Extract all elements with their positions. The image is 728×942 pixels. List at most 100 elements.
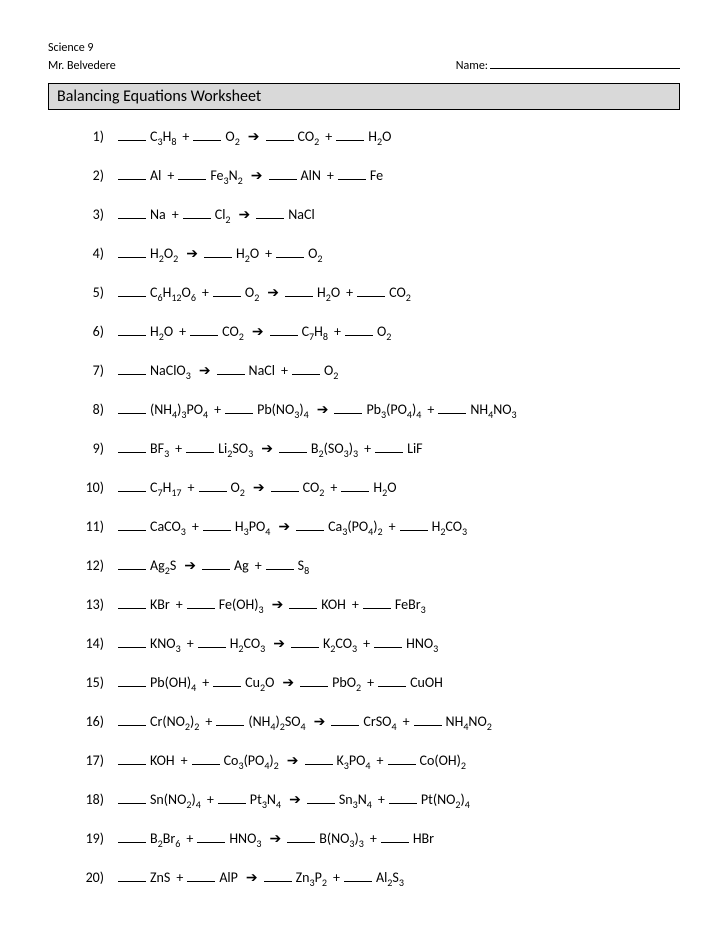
coefficient-blank[interactable]	[388, 753, 416, 765]
plus-operator: +	[346, 284, 353, 301]
coefficient-blank[interactable]	[198, 636, 226, 648]
problem-row: 10)C7H17+ O2➔CO2+ H2O	[84, 479, 680, 496]
equation: Ag2S➔Ag+ S8	[118, 557, 315, 574]
coefficient-blank[interactable]	[381, 831, 409, 843]
coefficient-blank[interactable]	[197, 831, 225, 843]
coefficient-blank[interactable]	[374, 636, 402, 648]
chemical-term: C3H8	[150, 128, 176, 145]
name-label: Name:	[456, 59, 488, 73]
problem-number: 4)	[84, 245, 118, 262]
plus-operator: +	[352, 596, 359, 613]
name-field: Name:	[456, 57, 680, 73]
coefficient-blank[interactable]	[331, 714, 359, 726]
chemical-term: K2CO3	[323, 635, 357, 652]
problem-row: 19)B2Br6+ HNO3➔B(NO3)3+ HBr	[84, 830, 680, 847]
coefficient-blank[interactable]	[118, 597, 146, 609]
chemical-term: CaCO3	[150, 518, 186, 535]
coefficient-blank[interactable]	[118, 402, 146, 414]
problem-number: 10)	[84, 479, 118, 496]
chemical-term: CO2	[298, 128, 320, 145]
coefficient-blank[interactable]	[187, 597, 215, 609]
coefficient-blank[interactable]	[264, 870, 292, 882]
coefficient-blank[interactable]	[118, 480, 146, 492]
coefficient-blank[interactable]	[336, 129, 364, 141]
coefficient-blank[interactable]	[118, 285, 146, 297]
coefficient-blank[interactable]	[305, 753, 333, 765]
coefficient-blank[interactable]	[266, 129, 294, 141]
coefficient-blank[interactable]	[118, 168, 146, 180]
coefficient-blank[interactable]	[344, 870, 372, 882]
coefficient-blank[interactable]	[266, 558, 294, 570]
coefficient-blank[interactable]	[291, 636, 319, 648]
coefficient-blank[interactable]	[118, 324, 146, 336]
coefficient-blank[interactable]	[218, 792, 246, 804]
coefficient-blank[interactable]	[118, 129, 146, 141]
coefficient-blank[interactable]	[118, 831, 146, 843]
arrow-icon: ➔	[246, 869, 258, 886]
chemical-term: HBr	[413, 830, 434, 847]
plus-operator: +	[281, 362, 288, 379]
coefficient-blank[interactable]	[363, 597, 391, 609]
coefficient-blank[interactable]	[296, 519, 324, 531]
coefficient-blank[interactable]	[225, 402, 253, 414]
coefficient-blank[interactable]	[213, 285, 241, 297]
problem-number: 9)	[84, 440, 118, 457]
coefficient-blank[interactable]	[289, 597, 317, 609]
coefficient-blank[interactable]	[292, 363, 320, 375]
coefficient-blank[interactable]	[269, 168, 297, 180]
coefficient-blank[interactable]	[334, 402, 362, 414]
coefficient-blank[interactable]	[217, 363, 245, 375]
problem-row: 3)Na+ Cl2➔NaCl	[84, 206, 680, 223]
coefficient-blank[interactable]	[186, 441, 214, 453]
coefficient-blank[interactable]	[400, 519, 428, 531]
coefficient-blank[interactable]	[118, 753, 146, 765]
coefficient-blank[interactable]	[357, 285, 385, 297]
coefficient-blank[interactable]	[414, 714, 442, 726]
coefficient-blank[interactable]	[345, 324, 373, 336]
coefficient-blank[interactable]	[190, 324, 218, 336]
coefficient-blank[interactable]	[378, 675, 406, 687]
coefficient-blank[interactable]	[341, 480, 369, 492]
coefficient-blank[interactable]	[118, 207, 146, 219]
chemical-term: ZnS	[150, 869, 170, 886]
coefficient-blank[interactable]	[438, 402, 466, 414]
coefficient-blank[interactable]	[192, 753, 220, 765]
coefficient-blank[interactable]	[285, 285, 313, 297]
problem-number: 11)	[84, 518, 118, 535]
coefficient-blank[interactable]	[118, 519, 146, 531]
coefficient-blank[interactable]	[118, 792, 146, 804]
coefficient-blank[interactable]	[118, 246, 146, 258]
coefficient-blank[interactable]	[193, 129, 221, 141]
coefficient-blank[interactable]	[307, 792, 335, 804]
coefficient-blank[interactable]	[187, 870, 215, 882]
coefficient-blank[interactable]	[279, 441, 307, 453]
coefficient-blank[interactable]	[213, 675, 241, 687]
chemical-term: CO2	[222, 323, 244, 340]
coefficient-blank[interactable]	[287, 831, 315, 843]
coefficient-blank[interactable]	[118, 363, 146, 375]
plus-operator: +	[265, 245, 272, 262]
coefficient-blank[interactable]	[118, 675, 146, 687]
coefficient-blank[interactable]	[203, 519, 231, 531]
coefficient-blank[interactable]	[118, 714, 146, 726]
coefficient-blank[interactable]	[204, 246, 232, 258]
coefficient-blank[interactable]	[276, 246, 304, 258]
coefficient-blank[interactable]	[389, 792, 417, 804]
coefficient-blank[interactable]	[338, 168, 366, 180]
name-blank[interactable]	[490, 57, 680, 69]
coefficient-blank[interactable]	[271, 480, 299, 492]
coefficient-blank[interactable]	[202, 558, 230, 570]
coefficient-blank[interactable]	[216, 714, 244, 726]
coefficient-blank[interactable]	[178, 168, 206, 180]
coefficient-blank[interactable]	[300, 675, 328, 687]
coefficient-blank[interactable]	[375, 441, 403, 453]
coefficient-blank[interactable]	[118, 636, 146, 648]
coefficient-blank[interactable]	[118, 441, 146, 453]
coefficient-blank[interactable]	[270, 324, 298, 336]
coefficient-blank[interactable]	[199, 480, 227, 492]
problem-number: 14)	[84, 635, 118, 652]
coefficient-blank[interactable]	[118, 870, 146, 882]
coefficient-blank[interactable]	[118, 558, 146, 570]
coefficient-blank[interactable]	[256, 207, 284, 219]
coefficient-blank[interactable]	[183, 207, 211, 219]
